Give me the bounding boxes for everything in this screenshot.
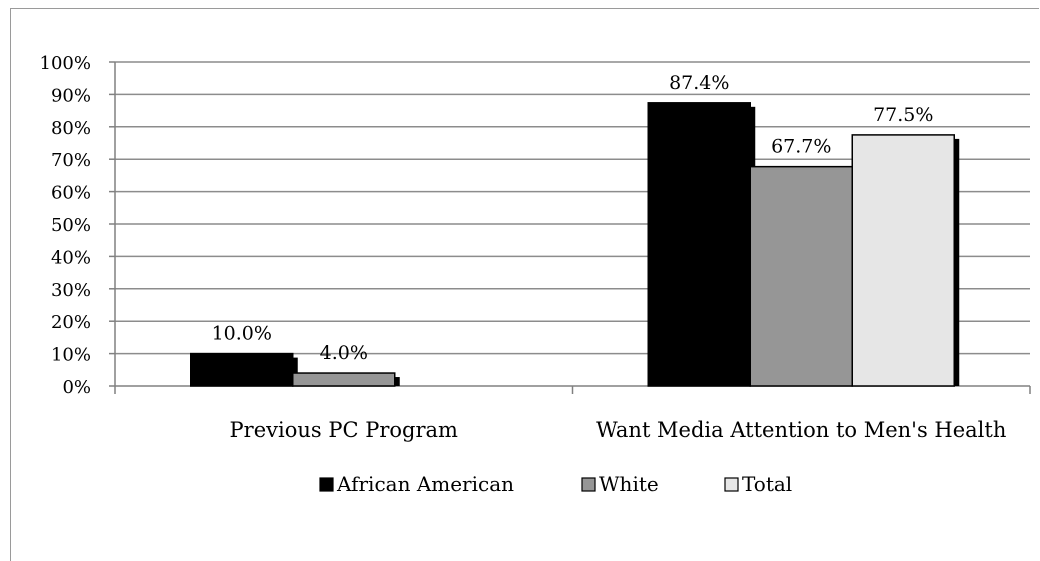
legend-swatch bbox=[724, 477, 739, 492]
y-tick-label: 50% bbox=[51, 215, 91, 236]
legend-label: White bbox=[599, 472, 659, 496]
y-tick-label: 10% bbox=[51, 345, 91, 366]
bar bbox=[749, 165, 853, 387]
y-tick-label: 30% bbox=[51, 280, 91, 301]
data-label: 4.0% bbox=[320, 342, 368, 364]
bar bbox=[851, 134, 955, 387]
bar bbox=[190, 352, 294, 387]
bar bbox=[292, 372, 396, 387]
y-tick-label: 40% bbox=[51, 247, 91, 268]
bar bbox=[647, 102, 751, 387]
legend: African American White Total bbox=[319, 472, 792, 496]
legend-swatch bbox=[319, 477, 334, 492]
chart-frame bbox=[10, 8, 1039, 561]
y-tick-label: 20% bbox=[51, 312, 91, 333]
x-category-label: Want Media Attention to Men's Health bbox=[596, 418, 1006, 442]
y-tick-label: 0% bbox=[62, 377, 91, 398]
legend-label: African American bbox=[336, 472, 514, 496]
x-category-label: Previous PC Program bbox=[230, 418, 458, 442]
y-tick-label: 90% bbox=[51, 85, 91, 106]
data-label: 10.0% bbox=[212, 323, 272, 345]
data-label: 77.5% bbox=[873, 104, 933, 126]
y-tick-label: 80% bbox=[51, 118, 91, 139]
y-tick-label: 70% bbox=[51, 150, 91, 171]
data-label: 87.4% bbox=[669, 72, 729, 94]
data-label: 67.7% bbox=[771, 136, 831, 158]
legend-label: Total bbox=[742, 472, 792, 496]
bars bbox=[190, 102, 960, 387]
y-tick-label: 60% bbox=[51, 183, 91, 204]
data-labels: 10.0% 4.0% 87.4% 67.7% 77.5% bbox=[212, 72, 934, 364]
legend-swatch bbox=[581, 477, 596, 492]
axes: 0% 10% 20% 30% 40% 50% 60% 70% 80% 90% 100% Previou… bbox=[40, 53, 1031, 442]
y-tick-label: 100% bbox=[40, 53, 91, 74]
